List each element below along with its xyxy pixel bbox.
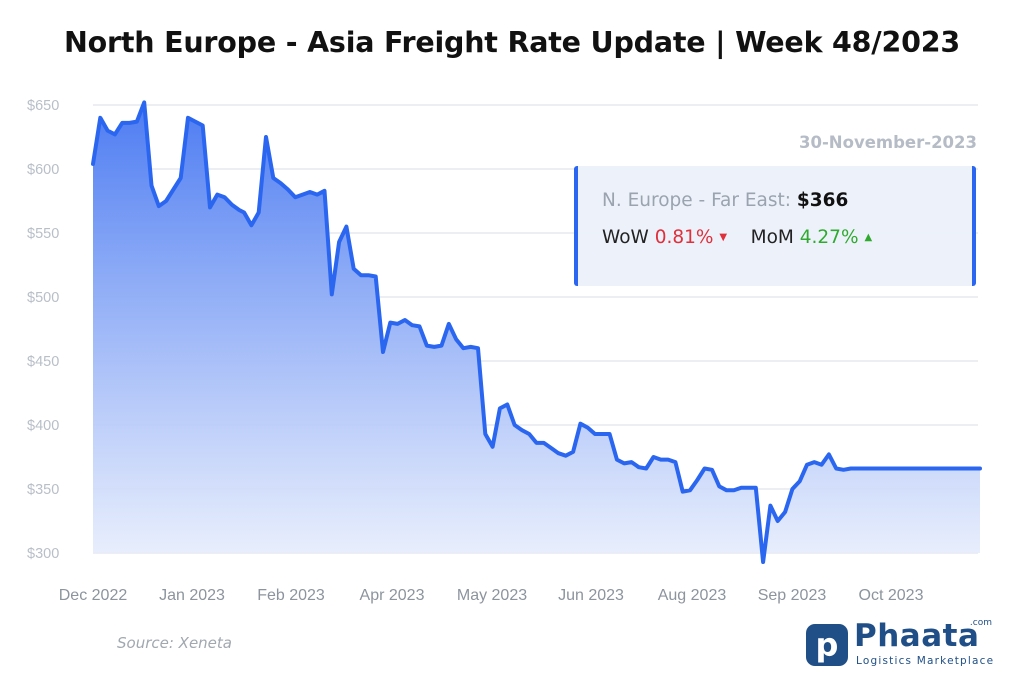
wow-down-arrow-icon: ▼ [719, 232, 728, 243]
chart-title: North Europe - Asia Freight Rate Update … [63, 26, 961, 59]
x-tick-label: Oct 2023 [859, 587, 924, 604]
y-tick-label: $400 [27, 418, 59, 434]
logo-tagline: Logistics Marketplace [856, 655, 995, 667]
route-value: $366 [796, 190, 849, 211]
y-tick-label: $550 [27, 226, 59, 242]
y-tick-label: $300 [27, 546, 59, 562]
x-tick-label: May 2023 [457, 587, 527, 604]
phaata-logo-icon: p [806, 624, 848, 666]
x-tick-label: Jan 2023 [159, 587, 225, 604]
wow-label: WoW [602, 227, 649, 248]
mom-up-arrow-icon: ▲ [864, 232, 873, 243]
route-label: N. Europe - Far East: [602, 190, 792, 211]
mom-label: MoM [750, 227, 794, 248]
phaata-logo: p Phaata .com Logistics Marketplace [806, 618, 996, 670]
change-row: WoW 0.81% ▼ MoM 4.27% ▲ [602, 227, 972, 248]
y-tick-label: $450 [27, 354, 59, 370]
date-label: 30-November-2023 [798, 133, 977, 152]
x-tick-label: Apr 2023 [360, 587, 425, 604]
x-tick-label: Dec 2022 [59, 587, 128, 604]
y-axis-ticks: $300 $350 $400 $450 $500 $550 $600 $650 [27, 98, 59, 562]
x-tick-label: Jun 2023 [558, 587, 624, 604]
y-tick-label: $650 [27, 98, 59, 114]
mom-value: 4.27% [799, 227, 859, 248]
rate-info-box: N. Europe - Far East: $366 WoW 0.81% ▼ M… [574, 166, 976, 286]
x-tick-label: Feb 2023 [257, 587, 325, 604]
wow-value: 0.81% [654, 227, 714, 248]
logo-tld: .com [969, 618, 992, 628]
y-tick-label: $500 [27, 290, 59, 306]
x-tick-label: Aug 2023 [658, 587, 727, 604]
rate-area [93, 102, 980, 563]
y-tick-label: $600 [27, 162, 59, 178]
x-axis-ticks: Dec 2022 Jan 2023 Feb 2023 Apr 2023 May 2023… [59, 587, 924, 604]
source-note: Source: Xeneta [117, 634, 232, 652]
route-row: N. Europe - Far East: $366 [602, 190, 972, 211]
rate-line [91, 100, 982, 564]
y-tick-label: $350 [27, 482, 59, 498]
x-tick-label: Sep 2023 [758, 587, 827, 604]
logo-wordmark: Phaata [854, 618, 980, 654]
